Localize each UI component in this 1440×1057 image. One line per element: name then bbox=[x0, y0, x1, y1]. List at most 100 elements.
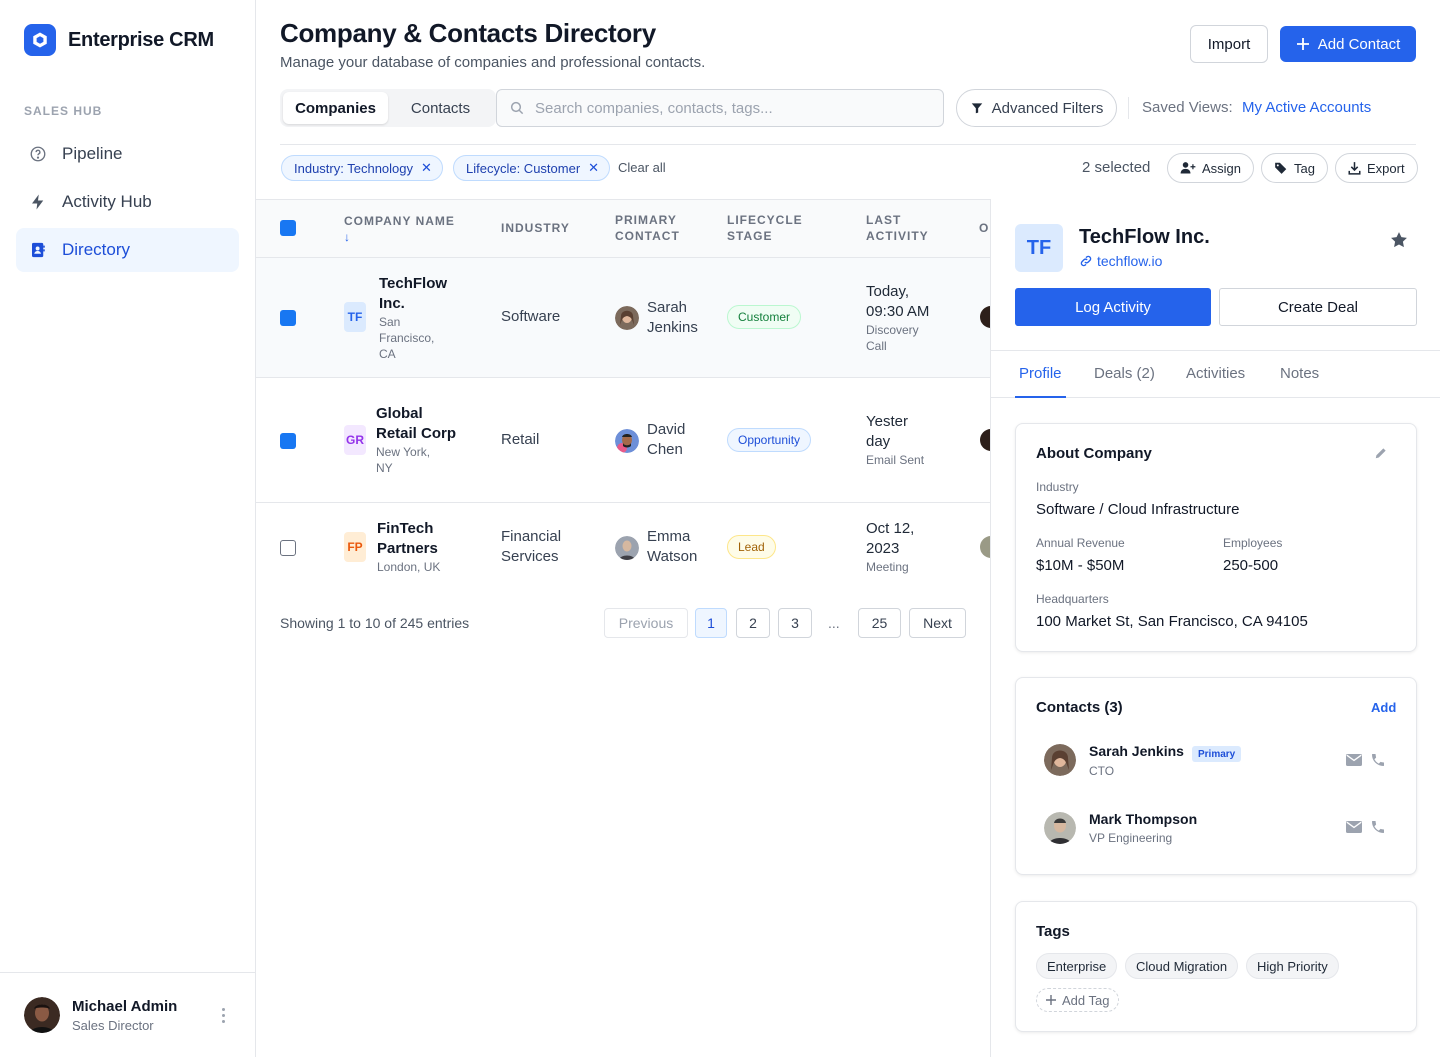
saved-view-link[interactable]: My Active Accounts bbox=[1242, 99, 1372, 116]
user-role: Sales Director bbox=[72, 1017, 154, 1033]
pagination-ellipsis: ... bbox=[828, 615, 840, 631]
employees-value: 250-500 bbox=[1223, 557, 1279, 574]
industry-label: Industry bbox=[1036, 480, 1079, 494]
add-contact-link[interactable]: Add bbox=[1371, 700, 1397, 715]
search-input[interactable] bbox=[535, 99, 925, 117]
add-contact-button[interactable]: Add Contact bbox=[1280, 26, 1416, 62]
company-logo: TF bbox=[1015, 224, 1063, 272]
selected-count: 2 selected bbox=[1082, 159, 1151, 176]
link-icon bbox=[1080, 255, 1092, 267]
sidebar-item-activity-hub[interactable]: Activity Hub bbox=[16, 180, 239, 224]
industry-value: Software / Cloud Infrastructure bbox=[1036, 501, 1240, 518]
tab-profile[interactable]: Profile bbox=[1019, 365, 1062, 382]
app-name: Enterprise CRM bbox=[68, 28, 214, 51]
tab-deals[interactable]: Deals (2) bbox=[1094, 365, 1155, 382]
industry-line: Financial bbox=[501, 528, 562, 545]
saved-views-label: Saved Views: bbox=[1142, 99, 1233, 116]
log-activity-button[interactable]: Log Activity bbox=[1015, 288, 1211, 326]
filter-chip-lifecycle: Lifecycle: Customer ✕ bbox=[453, 155, 611, 181]
create-deal-button[interactable]: Create Deal bbox=[1219, 288, 1417, 326]
filter-icon bbox=[971, 103, 982, 114]
contacts-card: Contacts (3) Add Sarah Jenkins Primary C… bbox=[1015, 677, 1417, 875]
row-checkbox[interactable] bbox=[280, 433, 296, 449]
phone-icon[interactable] bbox=[1370, 819, 1386, 835]
previous-page-button[interactable]: Previous bbox=[604, 608, 688, 638]
table-row[interactable]: TF TechFlow Inc. San Francisco, CA Softw… bbox=[256, 258, 990, 378]
contact-name[interactable]: Sarah Jenkins bbox=[1089, 743, 1184, 759]
activity-line: 2023 bbox=[866, 540, 900, 557]
tab-activities[interactable]: Activities bbox=[1186, 365, 1246, 382]
contact-name[interactable]: Sarah Jenkins bbox=[647, 298, 698, 338]
card-title: About Company bbox=[1036, 445, 1152, 462]
activity-type: Discovery Call bbox=[866, 322, 919, 354]
remove-chip-icon[interactable]: ✕ bbox=[421, 160, 432, 175]
company-name[interactable]: Global Retail Corp bbox=[376, 404, 456, 444]
company-detail-panel: TF TechFlow Inc. techflow.io Log Activit… bbox=[990, 199, 1440, 1057]
table-row[interactable]: FP FinTech Partners London, UK Financial… bbox=[256, 503, 990, 592]
sidebar-item-label: Pipeline bbox=[62, 144, 123, 163]
column-header-owner[interactable]: O bbox=[979, 221, 990, 235]
user-profile[interactable]: Michael Admin Sales Director bbox=[0, 972, 255, 1057]
column-header-industry[interactable]: INDUSTRY bbox=[501, 221, 570, 235]
remove-chip-icon[interactable]: ✕ bbox=[588, 160, 600, 175]
sidebar-item-pipeline[interactable]: Pipeline bbox=[16, 132, 239, 176]
divider bbox=[280, 144, 1416, 145]
activity-type-line: Discovery bbox=[866, 323, 919, 337]
import-button[interactable]: Import bbox=[1190, 25, 1268, 63]
revenue-value: $10M - $50M bbox=[1036, 557, 1125, 574]
assign-button[interactable]: Assign bbox=[1167, 153, 1255, 183]
column-label: LAST bbox=[866, 213, 902, 227]
mail-icon[interactable] bbox=[1346, 754, 1362, 766]
contact-role: CTO bbox=[1089, 764, 1115, 778]
phone-icon[interactable] bbox=[1370, 752, 1386, 768]
company-logo: TF bbox=[344, 302, 366, 332]
more-vertical-icon[interactable] bbox=[215, 1005, 231, 1025]
tag-chip[interactable]: High Priority bbox=[1246, 953, 1339, 979]
contact-name[interactable]: David Chen bbox=[647, 420, 685, 460]
add-tag-button[interactable]: Add Tag bbox=[1036, 988, 1120, 1012]
activity-date: Oct 12, 2023 bbox=[866, 519, 914, 559]
contact-name[interactable]: Mark Thompson bbox=[1089, 811, 1198, 827]
hq-label: Headquarters bbox=[1036, 592, 1109, 606]
pencil-icon[interactable] bbox=[1374, 446, 1388, 460]
pagination-summary: Showing 1 to 10 of 245 entries bbox=[280, 615, 470, 631]
clear-all-link[interactable]: Clear all bbox=[618, 160, 666, 175]
assign-label: Assign bbox=[1202, 160, 1242, 176]
detail-tabs: Profile Deals (2) Activities Notes bbox=[991, 350, 1440, 398]
column-header-contact[interactable]: PRIMARY CONTACT bbox=[615, 212, 680, 244]
tab-notes[interactable]: Notes bbox=[1280, 365, 1320, 382]
column-label: STAGE bbox=[727, 229, 773, 243]
page-button-1[interactable]: 1 bbox=[695, 608, 727, 638]
brand[interactable]: Enterprise CRM bbox=[24, 24, 214, 56]
row-checkbox[interactable] bbox=[280, 540, 296, 556]
sidebar-item-directory[interactable]: Directory bbox=[16, 228, 239, 272]
tab-contacts[interactable]: Contacts bbox=[410, 99, 471, 117]
column-header-stage[interactable]: LIFECYCLE STAGE bbox=[727, 212, 803, 244]
website-link[interactable]: techflow.io bbox=[1079, 253, 1162, 269]
page-button-2[interactable]: 2 bbox=[736, 608, 770, 638]
company-name[interactable]: FinTech Partners bbox=[377, 519, 438, 559]
page-button-3[interactable]: 3 bbox=[778, 608, 812, 638]
column-label: COMPANY NAME bbox=[344, 214, 455, 228]
table-row[interactable]: GR Global Retail Corp New York, NY Retai… bbox=[256, 378, 990, 503]
tag-chip[interactable]: Cloud Migration bbox=[1125, 953, 1239, 979]
select-all-checkbox[interactable] bbox=[280, 220, 296, 236]
search-box bbox=[496, 89, 944, 127]
export-button[interactable]: Export bbox=[1335, 153, 1418, 183]
page-button-last[interactable]: 25 bbox=[858, 608, 901, 638]
next-page-button[interactable]: Next bbox=[909, 608, 966, 638]
star-icon[interactable] bbox=[1389, 230, 1409, 250]
contact-name[interactable]: Emma Watson bbox=[647, 527, 697, 567]
tab-companies[interactable]: Companies bbox=[283, 92, 388, 124]
search-icon bbox=[510, 101, 524, 115]
row-checkbox[interactable] bbox=[280, 310, 296, 326]
lightning-icon bbox=[28, 192, 48, 212]
company-name[interactable]: TechFlow Inc. bbox=[379, 274, 447, 314]
column-header-activity[interactable]: LAST ACTIVITY bbox=[866, 212, 929, 244]
tag-button[interactable]: Tag bbox=[1261, 153, 1328, 183]
column-header-company[interactable]: COMPANY NAME ↓ bbox=[344, 213, 455, 245]
mail-icon[interactable] bbox=[1346, 821, 1362, 833]
sort-arrow-icon: ↓ bbox=[344, 230, 351, 244]
advanced-filters-button[interactable]: Advanced Filters bbox=[956, 89, 1117, 127]
tag-chip[interactable]: Enterprise bbox=[1036, 953, 1118, 979]
